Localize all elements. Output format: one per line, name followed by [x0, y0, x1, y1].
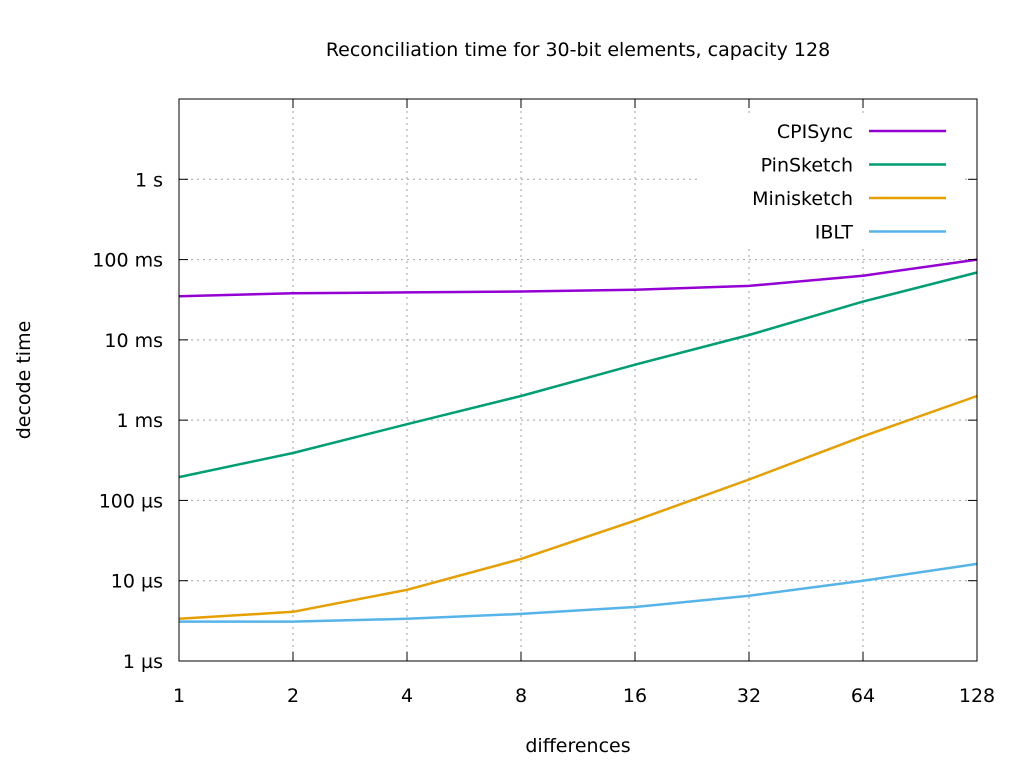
grid [179, 99, 977, 661]
x-tick-label: 64 [851, 685, 875, 707]
legend-label: Minisketch [752, 188, 853, 210]
axis-ticks: 1 2 4 8 16 32 64 128 1 µs 10 µs 100 µs 1 ms 10 ms 100… [92, 99, 995, 707]
y-tick-label: 10 µs [111, 571, 163, 593]
x-tick-label: 32 [737, 685, 761, 707]
x-tick-label: 128 [959, 685, 995, 707]
series-line-iblt [179, 562, 978, 623]
y-tick-label: 10 ms [104, 330, 163, 352]
legend-label: PinSketch [761, 155, 853, 177]
y-tick-label: 1 ms [116, 410, 163, 432]
legend-label: CPISync [777, 121, 853, 143]
series-line-pinsketch [178, 271, 978, 479]
legend-label: IBLT [815, 222, 854, 244]
x-tick-label: 4 [401, 685, 413, 707]
chart-title: Reconciliation time for 30-bit elements,… [326, 39, 830, 61]
legend-background [700, 113, 962, 248]
series-lines [178, 258, 978, 623]
series-line-cpisync [178, 258, 978, 298]
x-tick-label: 8 [515, 685, 527, 707]
y-tick-label: 1 µs [123, 651, 163, 673]
x-axis-label: differences [525, 735, 630, 757]
plot-border [178, 98, 978, 662]
series-line-minisketch [178, 394, 978, 621]
x-tick-label: 1 [173, 685, 185, 707]
legend: CPISync PinSketch Minisketch IBLT [700, 113, 962, 248]
x-tick-label: 16 [623, 685, 647, 707]
y-tick-label: 1 s [135, 169, 163, 191]
y-tick-label: 100 ms [92, 250, 163, 272]
y-axis-label: decode time [13, 321, 35, 440]
x-tick-label: 2 [287, 685, 299, 707]
y-tick-label: 100 µs [99, 490, 163, 512]
